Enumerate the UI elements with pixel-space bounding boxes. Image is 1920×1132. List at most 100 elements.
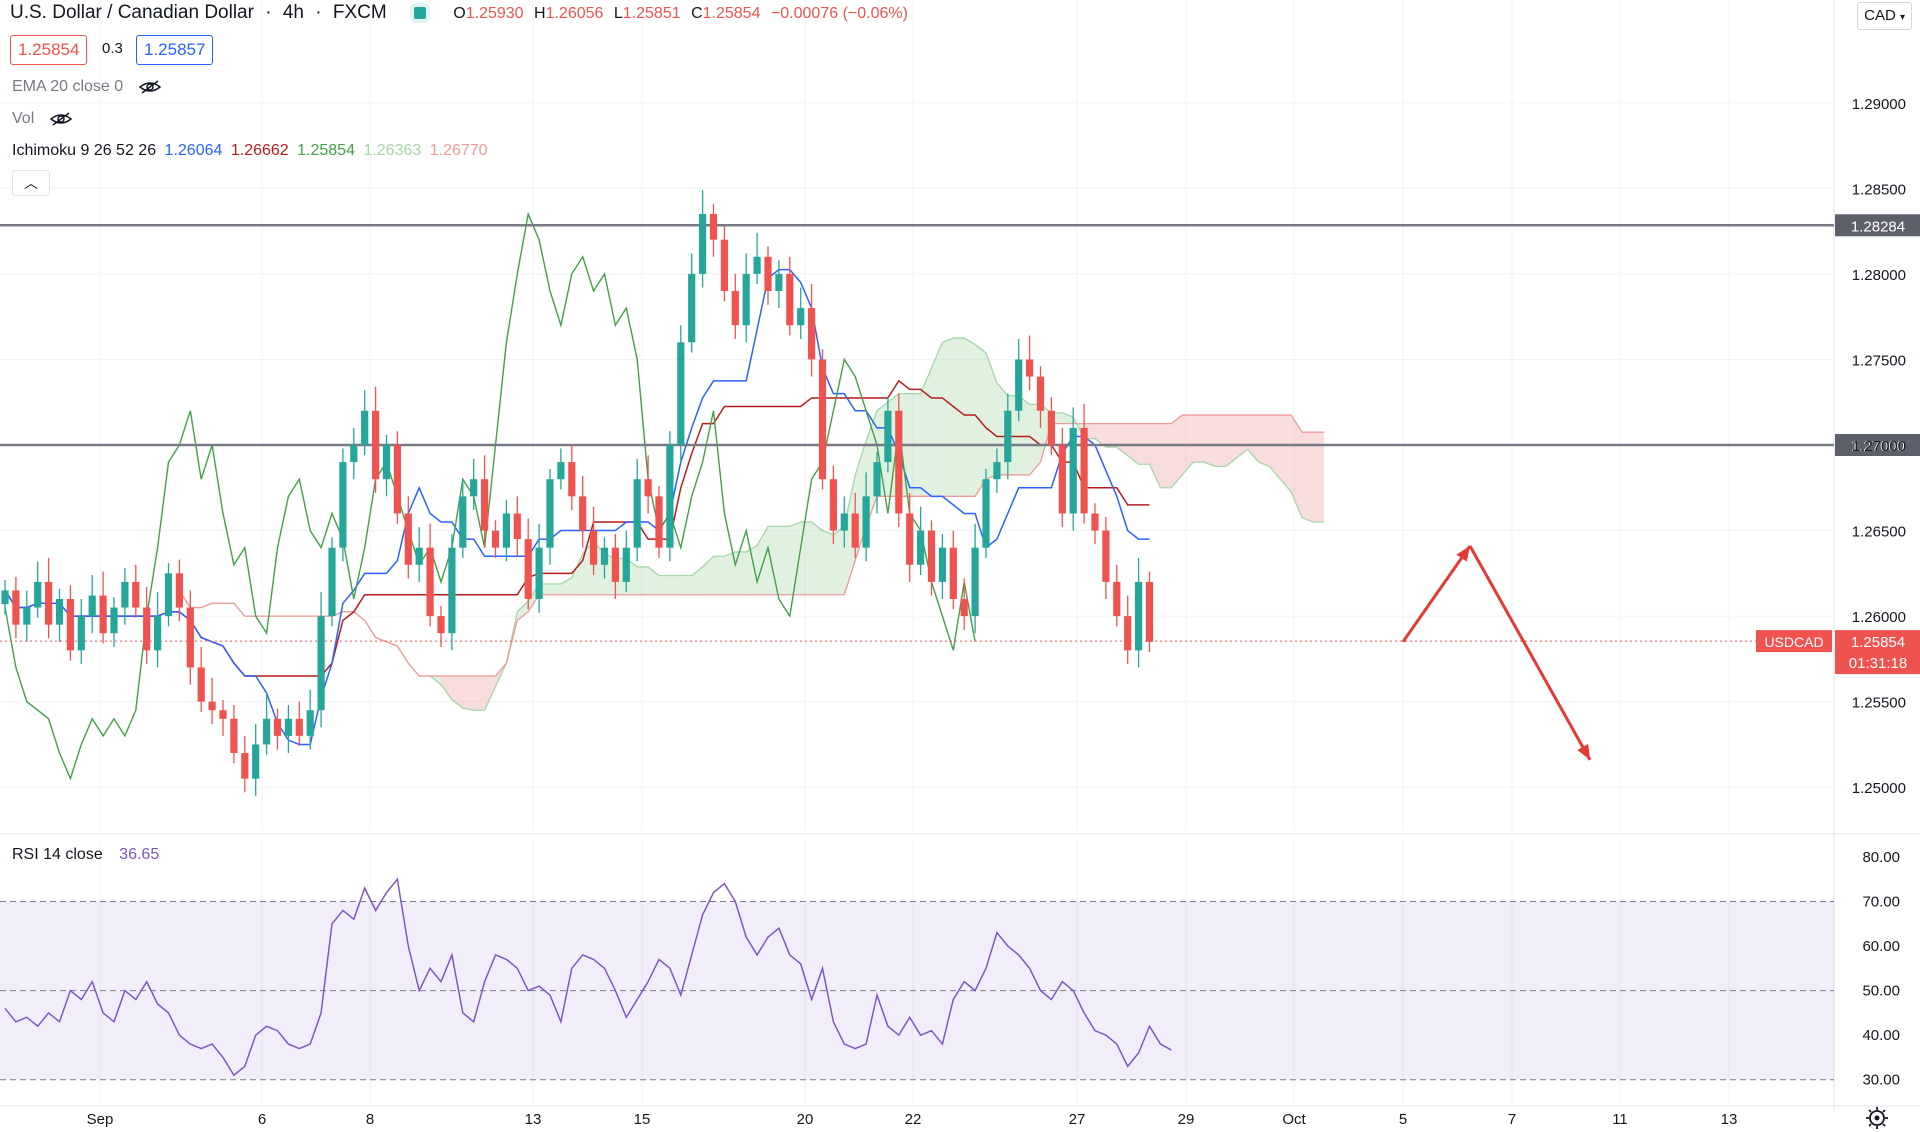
cloud-segment bbox=[811, 522, 823, 595]
candle-body bbox=[372, 410, 380, 480]
price-tick-label: 1.26000 bbox=[1852, 609, 1906, 626]
candle-body bbox=[252, 744, 260, 779]
cloud-segment bbox=[1302, 432, 1313, 522]
cloud-segment bbox=[680, 575, 692, 595]
candle-body bbox=[917, 530, 925, 565]
collapse-legend-button[interactable]: ︿ bbox=[12, 170, 50, 196]
candle-body bbox=[851, 513, 859, 548]
senkou-span-b-line bbox=[178, 414, 1324, 677]
currency-dropdown[interactable]: CAD ▾ bbox=[1857, 2, 1912, 30]
candle-body bbox=[99, 595, 107, 634]
price-axis[interactable]: 1.29000 1.28500 1.28000 1.27500 1.27000 1.265… bbox=[1756, 96, 1920, 797]
candle-body bbox=[1004, 410, 1012, 463]
candle-body bbox=[382, 445, 391, 480]
hidden-eye-icon[interactable] bbox=[138, 79, 162, 95]
settings-gear-icon[interactable] bbox=[1866, 1107, 1888, 1129]
time-tick-label: 7 bbox=[1508, 1111, 1516, 1128]
cloud-segment bbox=[757, 526, 768, 595]
price-tick-label: 1.25000 bbox=[1852, 780, 1906, 797]
chart-title-bar: U.S. Dollar / Canadian Dollar · 4h · FXC… bbox=[10, 2, 908, 24]
candle-body bbox=[1113, 581, 1121, 617]
candle-body bbox=[393, 445, 401, 514]
candle-body bbox=[1135, 581, 1143, 651]
ohlc-values: O1.25930 H1.26056 L1.25851 C1.25854 −0.0… bbox=[453, 5, 908, 22]
candle-body bbox=[611, 547, 619, 582]
candle-body bbox=[742, 273, 750, 326]
time-tick-label: 27 bbox=[1069, 1111, 1086, 1128]
candle-body bbox=[132, 581, 140, 608]
candle-body bbox=[415, 547, 423, 565]
candle-body bbox=[426, 547, 434, 617]
candle-body bbox=[949, 547, 957, 599]
cloud-segment bbox=[833, 526, 845, 595]
cloud-segment bbox=[462, 676, 474, 711]
buy-price-button[interactable]: 1.25857 bbox=[136, 35, 214, 65]
cloud-segment bbox=[1095, 423, 1106, 448]
hidden-eye-icon[interactable] bbox=[49, 111, 73, 127]
candle-body bbox=[797, 308, 805, 326]
separator: · bbox=[315, 2, 322, 23]
candle-body bbox=[938, 547, 946, 582]
candle-body bbox=[568, 462, 576, 497]
candle-body bbox=[219, 710, 227, 719]
cloud-segment bbox=[1313, 432, 1324, 522]
candle-body bbox=[862, 496, 870, 548]
projection-arrow-head bbox=[1577, 743, 1590, 760]
candle-body bbox=[448, 547, 456, 634]
candle-body bbox=[186, 607, 194, 668]
ichimoku-legend[interactable]: Ichimoku 9 26 52 26 1.26064 1.26662 1.25… bbox=[12, 142, 488, 159]
candle-body bbox=[775, 273, 783, 291]
candle-body bbox=[284, 718, 292, 736]
vol-legend[interactable]: Vol bbox=[12, 110, 73, 128]
candle-body bbox=[154, 616, 162, 651]
candle-body bbox=[230, 718, 238, 753]
separator: · bbox=[265, 2, 272, 23]
cloud-segment bbox=[1204, 415, 1215, 467]
projection-arrow-line bbox=[1468, 545, 1592, 761]
cloud-segment bbox=[1171, 415, 1183, 488]
candle-body bbox=[317, 616, 325, 711]
cloud-segment bbox=[669, 575, 681, 595]
candle-body bbox=[110, 607, 118, 634]
projection-arrow-line bbox=[1401, 545, 1472, 643]
time-axis[interactable]: Sep 6 8 13 15 20 22 27 29 Oct 5 7 11 13 bbox=[87, 1111, 1738, 1128]
cloud-segment bbox=[637, 566, 649, 595]
candle-body bbox=[993, 462, 1001, 480]
symbol-tag-label: USDCAD bbox=[1764, 634, 1823, 650]
candle-body bbox=[699, 214, 707, 274]
cloud-segment bbox=[746, 545, 758, 595]
time-tick-label: 13 bbox=[525, 1111, 542, 1128]
candle-body bbox=[23, 607, 31, 625]
sell-price-button[interactable]: 1.25854 bbox=[10, 35, 88, 65]
spread-value: 0.3 bbox=[102, 40, 123, 57]
time-tick-label: 11 bbox=[1612, 1111, 1628, 1128]
candle-body bbox=[143, 607, 151, 651]
timeframe[interactable]: 4h bbox=[282, 2, 304, 23]
ichimoku-lines bbox=[4, 211, 1324, 781]
candle-body bbox=[731, 291, 739, 326]
cloud-segment bbox=[560, 577, 572, 595]
candle-body bbox=[175, 573, 183, 608]
symbol-tag bbox=[1756, 630, 1832, 653]
time-tick-label: 29 bbox=[1178, 1111, 1195, 1128]
rsi-tick-label: 70.00 bbox=[1862, 893, 1900, 910]
horizontal-levels: 1.28284 1.27000 bbox=[0, 214, 1920, 642]
candle-body bbox=[1036, 376, 1045, 411]
symbol-title[interactable]: U.S. Dollar / Canadian Dollar bbox=[10, 2, 254, 23]
candle-body bbox=[350, 445, 358, 463]
cloud-segment bbox=[953, 338, 965, 497]
candle-body bbox=[818, 359, 827, 480]
cloud-segment bbox=[1225, 415, 1237, 467]
time-tick-label: Oct bbox=[1282, 1111, 1306, 1128]
candle-body bbox=[121, 581, 129, 608]
senkou-span-a-line bbox=[178, 337, 1324, 711]
ema-legend[interactable]: EMA 20 close 0 bbox=[12, 78, 162, 96]
candle-body bbox=[88, 595, 96, 617]
candle-body bbox=[546, 479, 554, 548]
candle-body bbox=[263, 718, 271, 745]
rsi-legend[interactable]: RSI 14 close 36.65 bbox=[12, 846, 160, 863]
cloud-segment bbox=[1193, 415, 1204, 463]
cloud-segment bbox=[986, 353, 997, 480]
chikou-lagging-line bbox=[4, 211, 976, 781]
